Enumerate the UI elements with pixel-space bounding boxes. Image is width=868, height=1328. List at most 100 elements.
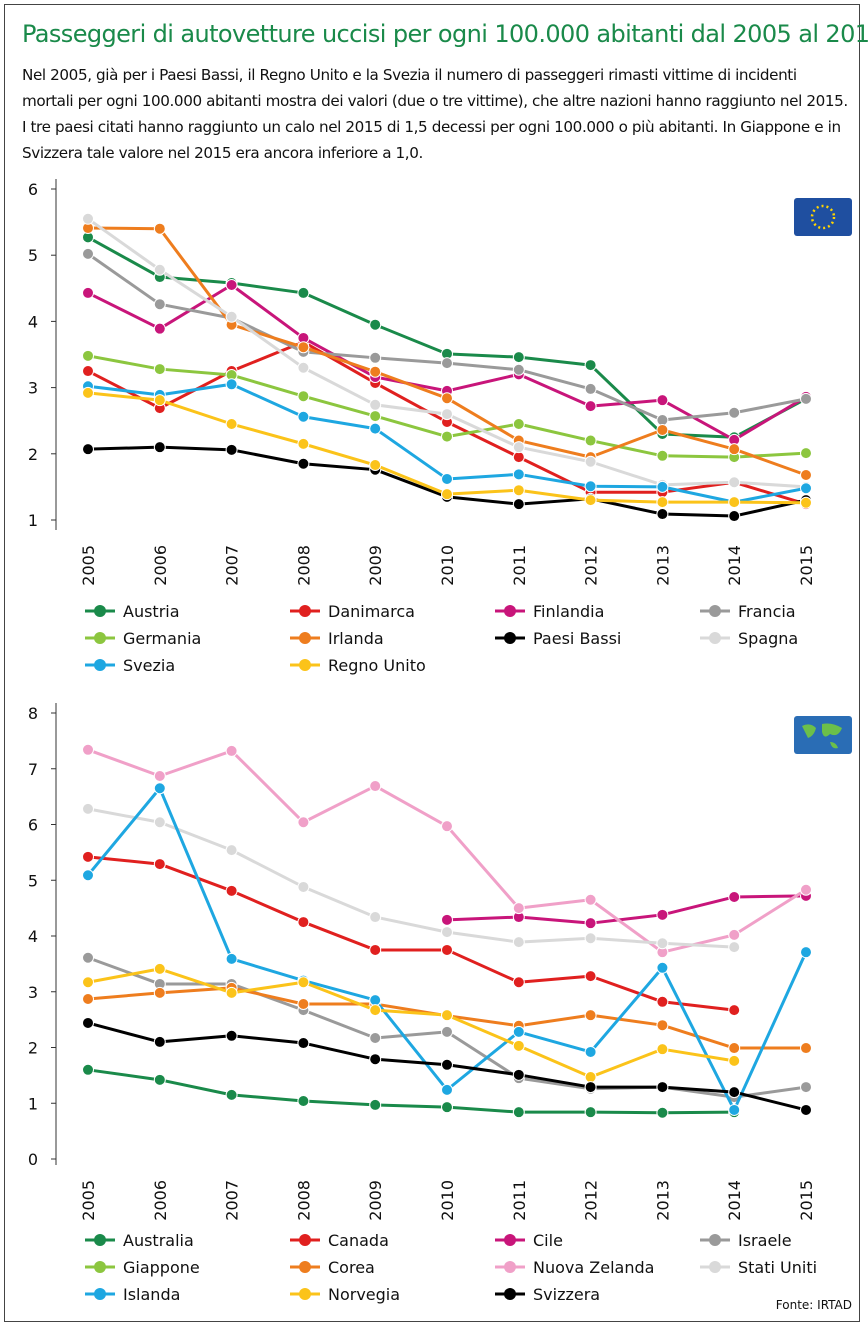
point (369, 459, 382, 472)
point (728, 476, 741, 489)
legend-marker (709, 1261, 721, 1273)
legend-label: Danimarca (328, 602, 415, 621)
point (441, 488, 453, 501)
legend-marker (299, 1234, 311, 1246)
y-tick-label: 5 (28, 246, 38, 265)
point (584, 455, 597, 468)
point (153, 858, 166, 871)
legend-marker (709, 1234, 721, 1246)
point (584, 917, 597, 930)
point (656, 937, 669, 950)
point (153, 222, 166, 235)
point (82, 286, 94, 299)
y-tick-label: 4 (28, 312, 38, 331)
point (512, 902, 525, 915)
point (656, 1019, 669, 1032)
point (297, 361, 310, 374)
point (800, 482, 812, 495)
point (512, 418, 525, 431)
legend-label: Corea (328, 1258, 375, 1277)
point (297, 816, 310, 829)
point (584, 893, 597, 906)
legend-marker (94, 605, 106, 617)
point (225, 278, 238, 291)
point (369, 994, 382, 1007)
point (656, 449, 669, 462)
point (584, 970, 597, 983)
point (656, 1081, 669, 1094)
legend-marker (299, 632, 311, 644)
point (297, 390, 310, 403)
point (225, 744, 238, 757)
point (441, 926, 453, 939)
title: Passeggeri di autovetture uccisi per ogn… (22, 20, 868, 48)
point (728, 443, 741, 456)
point (728, 406, 741, 419)
point (800, 1042, 812, 1055)
point (82, 869, 94, 882)
legend-label: Norvegia (328, 1285, 400, 1304)
point (369, 1098, 382, 1111)
y-tick-label: 3 (28, 379, 38, 398)
point (369, 911, 382, 924)
point (512, 1106, 525, 1119)
point (656, 394, 669, 407)
point (800, 392, 812, 405)
legend-label: Austria (123, 602, 180, 621)
y-tick-label: 3 (28, 983, 38, 1002)
x-tick-label: 2008 (294, 1180, 313, 1221)
point (369, 365, 382, 378)
legend-label: Nuova Zelanda (533, 1258, 654, 1277)
point (441, 1101, 453, 1114)
legend-marker (94, 1261, 106, 1273)
point (656, 423, 669, 436)
point (153, 441, 166, 454)
legend-marker (504, 1261, 516, 1273)
point (297, 286, 310, 299)
point (153, 1035, 166, 1048)
point (656, 961, 669, 974)
point (153, 986, 166, 999)
point (153, 298, 166, 311)
world-flag (794, 716, 852, 754)
x-tick-label: 2015 (797, 1180, 816, 1221)
series-line (87, 855, 735, 1012)
x-tick-label: 2005 (79, 1180, 98, 1221)
point (584, 494, 597, 507)
point (512, 441, 525, 454)
point (800, 1103, 812, 1116)
point (441, 357, 453, 370)
subtitle: Nel 2005, già per i Paesi Bassi, il Regn… (22, 66, 848, 162)
point (656, 995, 669, 1008)
point (225, 986, 238, 999)
legend-label: Germania (123, 629, 201, 648)
y-tick-label: 1 (28, 511, 38, 530)
x-tick-label: 2009 (366, 545, 385, 586)
point (584, 434, 597, 447)
point (441, 820, 453, 833)
point (512, 936, 525, 949)
legend-label: Stati Uniti (738, 1258, 817, 1277)
point (82, 743, 94, 756)
point (297, 457, 310, 470)
legend-label: Cile (533, 1231, 563, 1250)
legend-label: Islanda (123, 1285, 180, 1304)
point (369, 422, 382, 435)
point (225, 844, 238, 857)
point (656, 1106, 669, 1119)
point (369, 318, 382, 331)
legend-label: Svezia (123, 656, 175, 675)
point (800, 883, 812, 896)
point (225, 952, 238, 965)
x-tick-label: 2008 (294, 545, 313, 586)
point (82, 850, 94, 863)
point (225, 1029, 238, 1042)
point (800, 1081, 812, 1094)
point (512, 451, 525, 464)
point (584, 400, 597, 413)
point (656, 480, 669, 493)
point (369, 351, 382, 364)
point (153, 962, 166, 975)
legend-marker (709, 632, 721, 644)
point (225, 378, 238, 391)
